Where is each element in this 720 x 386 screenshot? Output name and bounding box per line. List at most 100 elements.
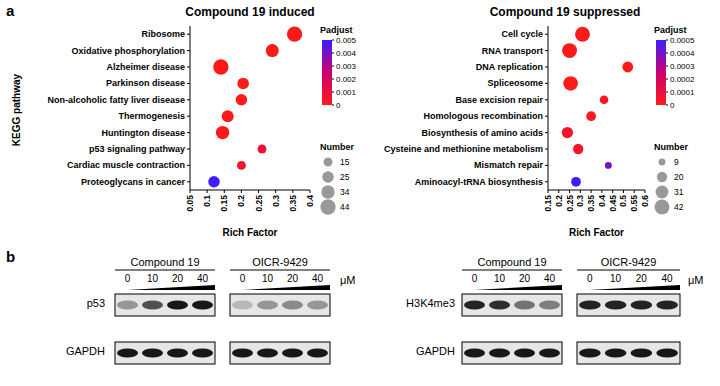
colorbar-tick <box>332 53 334 54</box>
colorbar-tick <box>666 79 668 80</box>
band <box>464 301 485 310</box>
band <box>142 301 163 310</box>
dose-wedge <box>589 285 680 290</box>
unit-label: μM <box>688 274 704 286</box>
bubble <box>216 126 229 139</box>
blot-panel: μMp53GAPDHCompound 190102040OICR-9429010… <box>66 256 356 364</box>
x-tick <box>275 190 276 193</box>
dose-label: 0 <box>125 273 131 284</box>
group-underline <box>462 270 562 271</box>
colorbar-tick <box>666 53 668 54</box>
colorbar-tick <box>332 66 334 67</box>
blot-strip <box>577 342 680 364</box>
size-legend-label: 31 <box>674 187 684 197</box>
category-label: p53 signaling pathway <box>89 144 185 154</box>
bubble <box>562 127 573 138</box>
band <box>605 349 627 358</box>
row-label: H3K4me3 <box>406 297 455 309</box>
row-label: GAPDH <box>416 345 455 357</box>
colorbar-tick-label: 0 <box>670 101 675 110</box>
category-label: Proteoglycans in cancer <box>81 177 186 187</box>
size-legend-circle <box>320 199 335 214</box>
y-tick <box>545 165 548 166</box>
x-tick <box>241 190 242 193</box>
dose-label: 40 <box>544 273 556 284</box>
band <box>257 349 278 358</box>
blot-strip <box>577 294 680 316</box>
x-tick <box>224 190 225 193</box>
size-legend-label: 44 <box>340 202 350 212</box>
x-tick-label: 0.4 <box>597 195 607 207</box>
bubble <box>287 27 302 42</box>
colorbar-tick <box>332 40 334 41</box>
x-axis <box>548 190 645 191</box>
colorbar-tick <box>666 105 668 106</box>
panel-label: b <box>6 248 15 265</box>
x-tick-label: 0.4 <box>305 195 315 207</box>
colorbar-tick <box>332 105 334 106</box>
dose-label: 20 <box>287 273 299 284</box>
blot-strip <box>462 342 562 364</box>
colorbar-tick-label: 0.001 <box>336 88 357 97</box>
dose-label: 20 <box>519 273 531 284</box>
band <box>656 301 678 310</box>
band <box>631 301 653 310</box>
row-label: p53 <box>87 297 105 309</box>
band <box>167 301 188 310</box>
band <box>605 301 627 310</box>
band <box>307 301 328 310</box>
chart: Compound 19 suppressedCell cycleRNA tran… <box>384 5 695 238</box>
dose-label: 10 <box>147 273 159 284</box>
chart-title: Compound 19 suppressed <box>490 5 641 19</box>
category-label: Cardiac muscle contraction <box>67 160 185 170</box>
x-tick <box>190 190 191 193</box>
band <box>307 349 328 358</box>
bubble <box>573 144 583 154</box>
dose-wedge <box>127 285 215 290</box>
bubble <box>222 110 234 122</box>
panel-label: a <box>6 2 15 19</box>
bubble <box>586 111 596 121</box>
group-title: Compound 19 <box>130 256 199 268</box>
x-tick <box>634 190 635 193</box>
band <box>489 349 510 358</box>
size-legend-circle <box>659 159 666 166</box>
size-legend-circle <box>321 185 334 198</box>
x-tick-label: 0.25 <box>565 195 575 212</box>
dose-wedge <box>474 285 562 290</box>
y-tick <box>545 83 548 84</box>
blot-strip <box>115 342 215 364</box>
dose-label: 40 <box>197 273 209 284</box>
marks <box>208 27 302 188</box>
dose-label: 20 <box>172 273 184 284</box>
x-tick <box>612 190 613 193</box>
band <box>282 301 303 310</box>
category-label: Ribosome <box>141 29 185 39</box>
dose-label: 0 <box>240 273 246 284</box>
dose-label: 10 <box>262 273 274 284</box>
x-tick <box>558 190 559 193</box>
unit-label: μM <box>340 274 356 286</box>
colorbar <box>322 40 332 105</box>
dose-wedge <box>242 285 330 290</box>
x-tick-label: 0.15 <box>543 195 553 212</box>
y-tick <box>187 116 190 117</box>
group-title: Compound 19 <box>477 256 546 268</box>
colorbar-tick-label: 0.0005 <box>670 36 695 45</box>
dose-label: 10 <box>494 273 506 284</box>
colorbar-tick <box>666 92 668 93</box>
x-axis-title: Rich Factor <box>569 227 624 238</box>
bubble <box>237 78 249 90</box>
category-label: Non-alcoholic fatty liver disease <box>47 95 185 105</box>
x-tick <box>258 190 259 193</box>
y-tick <box>545 116 548 117</box>
category-label: Thermogenesis <box>118 111 185 121</box>
band <box>192 301 213 310</box>
band <box>539 301 560 310</box>
band <box>117 349 138 358</box>
band <box>539 349 560 358</box>
x-tick <box>591 190 592 193</box>
category-label: Oxidative phosphorylation <box>71 46 185 56</box>
bubble <box>213 59 228 74</box>
y-tick <box>187 83 190 84</box>
